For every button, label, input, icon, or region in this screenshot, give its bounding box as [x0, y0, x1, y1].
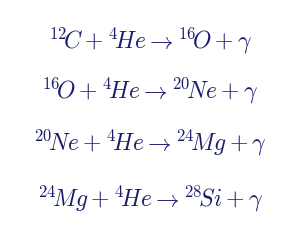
- Text: $^{16}\!O + {}^{4}\!He \rightarrow {}^{20}\!Ne + \gamma$: $^{16}\!O + {}^{4}\!He \rightarrow {}^{2…: [41, 76, 259, 106]
- Text: $^{20}\!Ne + {}^{4}\!He \rightarrow {}^{24}\!Mg + \gamma$: $^{20}\!Ne + {}^{4}\!He \rightarrow {}^{…: [33, 127, 267, 158]
- Text: $^{24}\!Mg + {}^{4}\!He \rightarrow {}^{28}\!Si + \gamma$: $^{24}\!Mg + {}^{4}\!He \rightarrow {}^{…: [37, 183, 263, 213]
- Text: $^{12}\!C + {}^{4}\!He \rightarrow {}^{16}\!O + \gamma$: $^{12}\!C + {}^{4}\!He \rightarrow {}^{1…: [48, 26, 252, 56]
